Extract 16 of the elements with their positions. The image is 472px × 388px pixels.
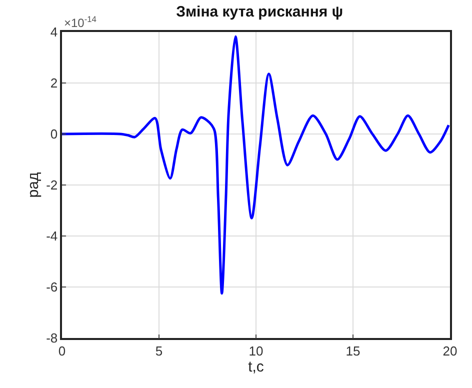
y-tick-label: 2 <box>50 76 58 91</box>
y-tick-label: -4 <box>46 228 58 244</box>
line-series <box>62 35 450 295</box>
x-axis-title: t,c <box>248 358 264 376</box>
x-tick-label: 5 <box>155 343 163 358</box>
x-tick-label: 10 <box>248 343 264 358</box>
y-tick-label: -6 <box>46 280 58 295</box>
x-tick-label: 15 <box>346 343 360 358</box>
y-tick-label: 4 <box>50 24 58 40</box>
y-tick-label: 0 <box>50 126 58 142</box>
y-tick-label: -8 <box>46 330 58 346</box>
text: ×10$^{-14}$ <box>64 14 97 30</box>
y-tick-label: -2 <box>46 178 58 193</box>
chart-title: Зміна кута рискання ψ <box>176 3 344 20</box>
x-tick-label: 20 <box>442 343 458 358</box>
y-axis-title: рад <box>24 172 42 198</box>
